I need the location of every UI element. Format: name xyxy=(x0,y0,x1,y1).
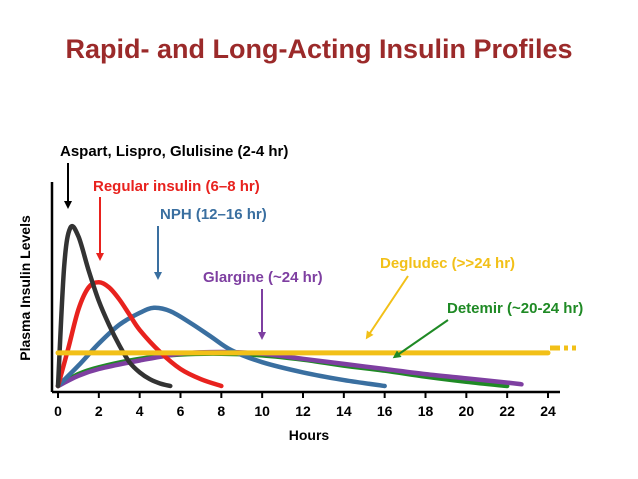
x-tick-label: 18 xyxy=(418,403,434,419)
x-tick-label: 8 xyxy=(217,403,225,419)
y-axis-label: Plasma Insulin Levels xyxy=(17,215,33,361)
series-line-nph xyxy=(55,305,387,389)
arrow-detemir xyxy=(392,319,449,359)
arrow-degludec xyxy=(365,275,409,340)
x-tick-label: 12 xyxy=(295,403,311,419)
x-tick-label: 24 xyxy=(540,403,556,419)
x-ticks: 0 2 4 6 8 10 12 14 16 18 20 22 24 xyxy=(54,392,556,419)
x-tick-label: 16 xyxy=(377,403,393,419)
series-line-regular xyxy=(55,280,224,389)
series-line-aspart xyxy=(55,223,173,389)
label-nph: NPH (12–16 hr) xyxy=(160,206,267,223)
label-detemir: Detemir (~20-24 hr) xyxy=(447,300,583,317)
x-axis-label: Hours xyxy=(289,427,330,443)
x-tick-label: 20 xyxy=(459,403,475,419)
x-tick-label: 6 xyxy=(177,403,185,419)
label-aspart: Aspart, Lispro, Glulisine (2-4 hr) xyxy=(60,143,288,160)
label-glargine: Glargine (~24 hr) xyxy=(203,269,323,286)
x-tick-label: 10 xyxy=(254,403,270,419)
label-degludec: Degludec (>>24 hr) xyxy=(380,255,515,272)
series-lines xyxy=(55,223,551,389)
series-line-glargine xyxy=(55,349,524,389)
x-tick-label: 14 xyxy=(336,403,352,419)
slide-title: Rapid- and Long-Acting Insulin Profiles xyxy=(65,34,573,64)
x-tick-label: 2 xyxy=(95,403,103,419)
x-tick-label: 22 xyxy=(499,403,515,419)
x-tick-label: 4 xyxy=(136,403,144,419)
label-regular: Regular insulin (6–8 hr) xyxy=(93,178,260,195)
x-tick-label: 0 xyxy=(54,403,62,419)
